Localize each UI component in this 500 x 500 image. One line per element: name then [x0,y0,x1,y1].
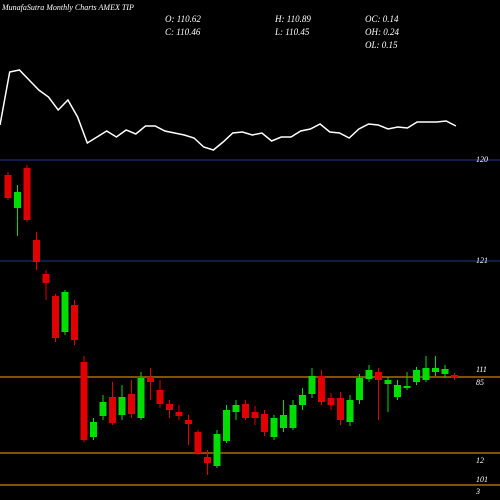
candle-body [14,192,21,208]
candle-body [213,434,221,466]
y-tick-label: 3 [475,487,480,496]
candle-body [318,376,325,402]
candle-body [384,380,392,384]
candle-body [175,412,183,416]
info-high: H: 110.89 [274,14,311,24]
candle-body [223,410,230,441]
candle-body [308,376,316,394]
y-tick-label: 121 [476,256,488,265]
candle-body [52,296,59,338]
candle-body [375,372,382,380]
info-open: O: 110.62 [165,14,201,24]
candle-body [432,368,439,372]
candle-body [156,390,164,404]
y-tick-label: 120 [476,155,488,164]
candle-body [251,412,259,418]
candle-body [365,370,373,379]
candle-body [232,405,240,412]
chart-title: MunafaSutra Monthly Charts AMEX TIP [1,3,134,12]
info-oh: OH: 0.24 [365,27,399,37]
candle-body [61,292,69,332]
candle-body [441,369,449,374]
candle-body [23,168,31,220]
candle-body [242,404,249,418]
candle-body [356,378,363,400]
candle-body [42,274,50,283]
candle-body [128,394,135,414]
candle-body [204,457,211,463]
candle-body [346,400,354,422]
candle-body [394,385,401,397]
candle-body [80,362,88,440]
candle-body [33,240,40,262]
candle-body [280,415,287,428]
candle-body [270,418,278,437]
candle-body [90,422,97,437]
candle-body [327,398,335,405]
candle-body [289,405,297,428]
candle-body [4,175,12,198]
candle-body [137,378,145,418]
candle-body [337,398,344,420]
info-oc: OC: 0.14 [365,14,399,24]
y-tick-label: 111 [476,365,487,374]
candle-body [194,432,202,453]
candle-body [71,305,78,340]
info-low: L: 110.45 [274,27,310,37]
y-tick-label: 12 [476,456,484,465]
candle-body [99,402,107,416]
info-ol: OL: 0.15 [365,40,398,50]
candle-body [451,375,458,378]
candle-body [403,386,411,388]
candle-body [147,377,154,382]
candle-body [109,397,116,423]
indicator-line [0,69,457,151]
candle-body [422,368,430,380]
candle-body [185,420,192,424]
info-close: C: 110.46 [165,27,201,37]
candle-body [413,370,420,382]
candle-body [118,397,126,415]
candle-body [299,395,306,405]
y-tick-label: 101 [476,475,488,484]
candle-body [261,414,268,432]
y-tick-label: 85 [476,378,484,387]
candle-body [166,404,173,410]
